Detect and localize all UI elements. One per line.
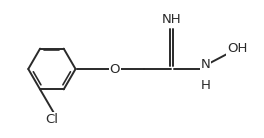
Text: NH: NH <box>162 13 181 26</box>
Text: O: O <box>110 63 120 75</box>
Text: H: H <box>201 79 210 92</box>
Text: Cl: Cl <box>45 113 58 126</box>
Text: OH: OH <box>227 42 247 55</box>
Text: N: N <box>201 58 210 71</box>
